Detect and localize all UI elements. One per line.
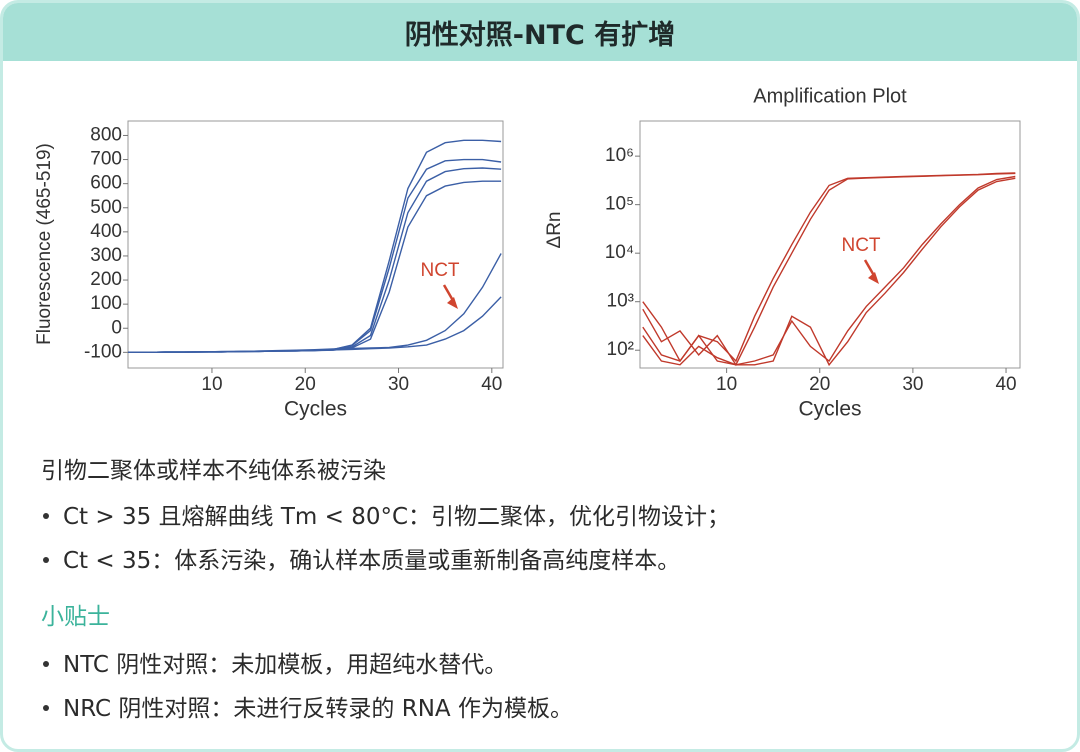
y-tick-label: -100 — [84, 341, 122, 362]
x-tick-label: 40 — [995, 374, 1016, 395]
y-tick-label: 10⁴ — [605, 242, 634, 263]
bullet-dot — [43, 660, 49, 667]
y-tick-label: 10² — [607, 339, 634, 360]
y-tick-label: 200 — [90, 269, 122, 290]
annotation: NCT — [841, 235, 880, 256]
series-line — [642, 177, 1016, 367]
y-tick-label: 0 — [111, 317, 122, 338]
bullet-text: Ct > 35 且熔解曲线 Tm < 80°C：引物二聚体，优化引物设计； — [63, 504, 731, 530]
bullet-item: Ct > 35 且熔解曲线 Tm < 80°C：引物二聚体，优化引物设计； — [41, 497, 730, 531]
x-tick-label: 30 — [902, 374, 923, 395]
section-heading: 引物二聚体或样本不纯体系被污染 — [41, 458, 386, 484]
annotation-arrowhead — [868, 272, 879, 284]
bullet-item: Ct < 35：体系污染，确认样本质量或重新制备高纯度样本。 — [41, 541, 680, 575]
header-title: 阴性对照-NTC 有扩增 — [3, 3, 1077, 61]
series-line — [642, 172, 1016, 367]
x-tick-label: 20 — [809, 374, 830, 395]
bullet-item: NTC 阴性对照：未加模板，用超纯水替代。 — [41, 645, 507, 679]
bullet-dot — [43, 704, 49, 711]
plot-frame — [127, 120, 504, 369]
y-tick-label: 600 — [90, 173, 122, 194]
y-tick-label: 300 — [90, 245, 122, 266]
y-tick-label: 100 — [90, 293, 122, 314]
x-tick-label: 30 — [388, 374, 409, 395]
annotation: NCT — [420, 260, 459, 281]
annotation-arrowhead — [447, 297, 458, 309]
x-tick-label: 20 — [295, 374, 316, 395]
y-tick-label: 800 — [90, 124, 122, 145]
bullet-text: NTC 阴性对照：未加模板，用超纯水替代。 — [63, 652, 508, 678]
chart-title: Amplification Plot — [753, 85, 907, 107]
plot-frame — [639, 120, 1021, 369]
bullet-dot — [43, 556, 49, 563]
x-axis-label: Cycles — [798, 398, 861, 421]
bullet-text: NRC 阴性对照：未进行反转录的 RNA 作为模板。 — [63, 696, 573, 722]
tips-heading: 小贴士 — [41, 604, 110, 630]
y-tick-label: 10⁶ — [605, 145, 634, 166]
y-axis-label: Fluorescence (465-519) — [34, 143, 55, 345]
bullet-text: Ct < 35：体系污染，确认样本质量或重新制备高纯度样本。 — [63, 548, 681, 574]
y-tick-label: 400 — [90, 221, 122, 242]
x-axis-label: Cycles — [284, 398, 347, 421]
x-tick-label: 10 — [201, 374, 222, 395]
y-tick-label: 500 — [90, 197, 122, 218]
series-line — [642, 175, 1016, 366]
y-tick-label: 10⁵ — [605, 194, 634, 215]
y-tick-label: 700 — [90, 149, 122, 170]
charts: -100 0 100 200 300 400 500 600 700 800 10 20 30 40 Cyc… — [34, 85, 1021, 421]
y-axis-label: ΔRn — [544, 212, 565, 249]
x-tick-label: 40 — [481, 374, 502, 395]
bullet-dot — [43, 512, 49, 519]
y-tick-label: 10³ — [607, 291, 634, 312]
x-tick-label: 10 — [716, 374, 737, 395]
series-line — [128, 296, 502, 353]
bullet-item: NRC 阴性对照：未进行反转录的 RNA 作为模板。 — [41, 689, 573, 723]
